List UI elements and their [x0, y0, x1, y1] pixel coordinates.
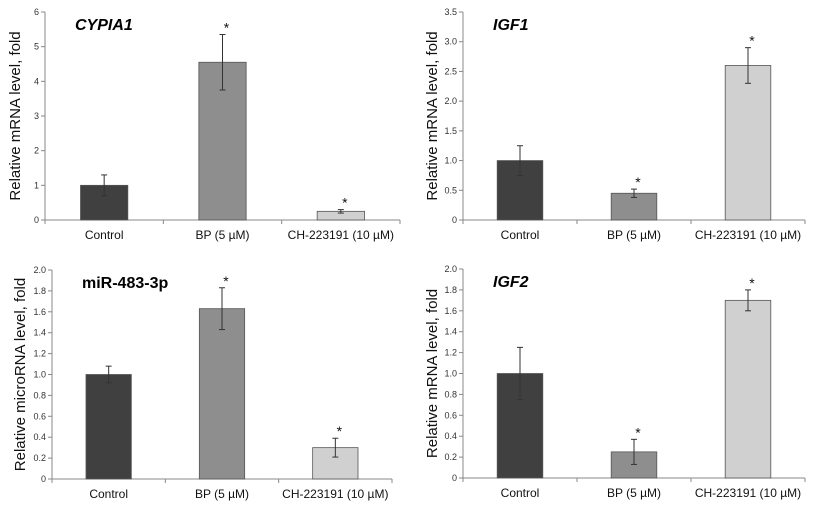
x-category-label: Control: [501, 228, 540, 242]
y-tick-label: 1.2: [444, 348, 457, 358]
significance-asterisk: *: [224, 20, 230, 36]
chart-title: CYPIA1: [75, 17, 133, 34]
y-tick-label: 6: [34, 7, 39, 17]
y-tick-label: 3: [34, 111, 39, 121]
y-tick-label: 2.0: [444, 96, 457, 106]
y-tick-label: 0.4: [33, 432, 46, 442]
x-category-label: BP (5 µM): [607, 486, 661, 500]
chart-panel-4: IGF2 Relative mRNA level, fold 0 0.2 0.4 0.6 0…: [424, 264, 806, 500]
significance-asterisk: *: [342, 195, 348, 211]
y-tick-label: 2: [34, 146, 39, 156]
y-tick-label: 0.8: [444, 389, 457, 399]
title-background: [491, 271, 583, 293]
y-tick-label: 5: [34, 42, 39, 52]
y-tick-label: 0.6: [444, 410, 457, 420]
y-tick-label: 1.6: [33, 307, 46, 317]
x-category-label: Control: [501, 486, 540, 500]
title-background: [80, 272, 172, 294]
y-tick-label: 0.4: [444, 431, 457, 441]
y-tick-label: 0: [41, 474, 46, 484]
y-tick-label: 1: [34, 180, 39, 190]
x-category-label: CH-223191 (10 µM): [282, 487, 388, 501]
bar: [724, 299, 772, 479]
bar: [724, 65, 772, 221]
y-tick-label: 3.0: [444, 37, 457, 47]
y-tick-label: 3.5: [444, 7, 457, 17]
y-axis-label: Relative mRNA level, fold: [424, 31, 441, 200]
y-tick-label: 0.2: [444, 452, 457, 462]
x-category-label: BP (5 µM): [195, 228, 249, 242]
x-category-label: CH-223191 (10 µM): [288, 228, 394, 242]
significance-asterisk: *: [749, 275, 755, 291]
y-tick-label: 1.8: [444, 285, 457, 295]
title-background: [491, 14, 583, 36]
chart-panel-2: IGF1 Relative mRNA level, fold 0 0.5 1.0 1.5 2…: [424, 7, 806, 242]
y-tick-label: 0.8: [33, 390, 46, 400]
y-tick-label: 0.6: [33, 411, 46, 421]
significance-asterisk: *: [749, 33, 755, 49]
y-tick-label: 0: [452, 215, 457, 225]
y-tick-label: 1.4: [33, 328, 46, 338]
chart-title: IGF2: [493, 274, 529, 291]
chart-panel-3: miR-483-3p Relative microRNA level, fold 0…: [12, 265, 393, 501]
y-tick-label: 0.2: [33, 453, 46, 463]
x-category-label: CH-223191 (10 µM): [695, 228, 801, 242]
y-tick-label: 1.0: [444, 156, 457, 166]
y-tick-label: 1.5: [444, 126, 457, 136]
chart-title: miR-483-3p: [82, 275, 168, 292]
significance-asterisk: *: [223, 273, 229, 289]
y-tick-label: 1.0: [33, 370, 46, 380]
y-tick-label: 0.5: [444, 185, 457, 195]
title-background: [73, 14, 165, 36]
bar: [85, 374, 132, 480]
y-axis-label: Relative mRNA level, fold: [424, 289, 441, 458]
x-category-label: BP (5 µM): [195, 487, 249, 501]
bar: [198, 308, 246, 480]
y-tick-label: 1.6: [444, 306, 457, 316]
y-axis-label: Relative microRNA level, fold: [12, 278, 29, 471]
y-axis-label: Relative mRNA level, fold: [7, 31, 24, 200]
x-category-label: CH-223191 (10 µM): [695, 486, 801, 500]
y-tick-label: 0: [452, 473, 457, 483]
y-tick-label: 0: [34, 215, 39, 225]
chart-panel-1: CYPIA1 Relative mRNA level, fold 0 1 2 3 4 5 6 Co…: [7, 7, 401, 242]
y-tick-label: 1.8: [33, 286, 46, 296]
significance-asterisk: *: [635, 174, 641, 190]
significance-asterisk: *: [337, 423, 343, 439]
y-tick-label: 2.0: [33, 265, 46, 275]
x-category-label: BP (5 µM): [607, 228, 661, 242]
significance-asterisk: *: [635, 424, 641, 440]
y-tick-label: 1.4: [444, 327, 457, 337]
x-category-label: Control: [89, 487, 128, 501]
chart-title: IGF1: [493, 17, 529, 34]
y-tick-label: 2.5: [444, 66, 457, 76]
y-tick-label: 1.2: [33, 349, 46, 359]
y-tick-label: 2.0: [444, 264, 457, 274]
y-tick-label: 1.0: [444, 369, 457, 379]
x-category-label: Control: [85, 228, 124, 242]
y-tick-label: 4: [34, 76, 39, 86]
